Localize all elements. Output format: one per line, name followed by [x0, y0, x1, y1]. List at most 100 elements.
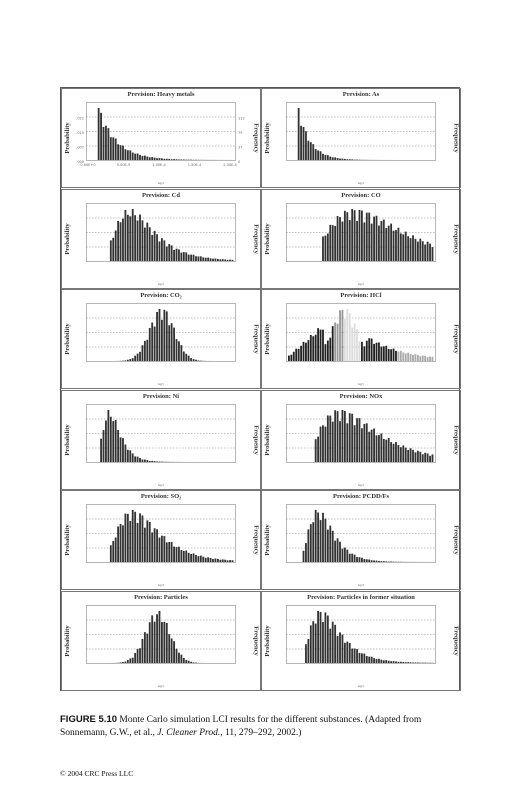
histogram-bar	[307, 140, 310, 160]
histogram-bar	[126, 150, 129, 160]
histogram-bar	[163, 158, 166, 160]
histogram-bar	[122, 437, 124, 462]
probability-axis-label: Probability	[64, 323, 72, 355]
histogram-bar	[375, 658, 378, 663]
histogram-bar	[161, 536, 163, 563]
histogram-bar	[292, 351, 295, 362]
histogram-bar	[426, 453, 429, 462]
histogram-bar	[324, 519, 327, 563]
histogram-bar	[424, 452, 427, 462]
histogram-bar	[324, 235, 327, 261]
histogram-bar	[336, 635, 339, 663]
histogram-bar	[131, 152, 134, 160]
histogram-bar	[187, 254, 190, 261]
histogram-bar	[117, 526, 120, 563]
histogram-bar	[409, 354, 412, 362]
histogram-bar	[151, 615, 154, 663]
histogram-bar	[365, 655, 368, 663]
histogram-bar	[229, 259, 231, 261]
histogram-bar	[348, 554, 351, 563]
x-tick-label: 5.00E-5	[117, 163, 131, 167]
histogram-bar	[148, 622, 151, 663]
histogram-bar	[409, 237, 412, 261]
frequency-tick-label: 37	[238, 146, 242, 150]
histogram-bar	[378, 225, 380, 261]
histogram-bar	[380, 561, 383, 563]
histogram-bar	[382, 346, 385, 362]
x-unit-label: kg/t	[158, 684, 164, 688]
histogram-bar	[168, 158, 171, 160]
histogram-bar	[329, 156, 332, 160]
histogram-bar	[136, 353, 139, 362]
histogram-bar	[221, 258, 224, 261]
histogram-bar	[187, 553, 190, 563]
histogram-bar	[122, 145, 124, 160]
histogram-bar	[141, 638, 144, 663]
histogram-panel: Prevision: Heavy metals Probability Freque…	[61, 88, 261, 188]
histogram-bar	[363, 423, 366, 462]
frequency-axis-label: Frequency	[451, 223, 459, 254]
histogram-bar	[361, 428, 363, 462]
histogram-bar	[124, 661, 127, 663]
histogram-bar	[102, 429, 105, 462]
histogram-bar	[407, 235, 410, 261]
histogram-bar	[399, 233, 402, 261]
histogram-bar	[221, 559, 224, 563]
histogram-bar	[378, 434, 380, 462]
panel-title: Prevision: Heavy metals	[127, 91, 195, 98]
histogram-bar	[109, 416, 112, 462]
histogram-bar	[426, 357, 429, 362]
histogram-bar	[214, 558, 217, 563]
histogram-bar	[416, 662, 419, 663]
histogram-bar	[395, 661, 397, 663]
histogram-bar	[185, 252, 188, 261]
histogram-bar	[421, 454, 424, 462]
histogram-bar	[229, 560, 231, 563]
histogram-bar	[421, 240, 424, 261]
histogram-bar	[363, 653, 366, 663]
histogram-bar	[343, 548, 346, 563]
histogram-bar	[409, 662, 412, 663]
histogram-bar	[402, 352, 405, 362]
histogram-bar	[309, 625, 312, 663]
histogram-bar	[219, 258, 222, 261]
histogram-bar	[399, 350, 402, 362]
histogram-bar	[390, 441, 393, 462]
histogram-bar	[178, 652, 180, 663]
histogram-bar	[153, 326, 156, 362]
histogram-bar	[209, 558, 212, 563]
histogram-panel: Prevision: Particles Probability Frequency…	[61, 591, 261, 691]
histogram-bar	[129, 359, 132, 362]
x-tick-label: 0.00E+0	[80, 163, 95, 167]
histogram-bar	[322, 621, 324, 663]
histogram-bar	[329, 224, 332, 261]
histogram-bar	[202, 257, 205, 261]
histogram-bar	[409, 448, 412, 462]
histogram-bar	[180, 654, 183, 663]
histogram-bar	[212, 559, 214, 563]
histogram-bar	[175, 159, 178, 160]
histogram-bar	[348, 642, 351, 663]
histogram-bar	[117, 144, 120, 160]
histogram-bar	[153, 528, 156, 563]
histogram-bar	[163, 309, 166, 362]
histogram-bar	[324, 612, 327, 663]
histogram-bar	[156, 529, 158, 563]
histogram-plot	[286, 605, 436, 664]
x-unit-label: kg/t	[158, 382, 164, 387]
histogram-bar	[343, 642, 346, 663]
histogram-bar	[209, 257, 212, 261]
histogram-bar	[202, 557, 205, 563]
histogram-bar	[175, 339, 178, 362]
x-unit-label: kg/t	[358, 281, 364, 286]
histogram-bar	[331, 326, 334, 362]
histogram-bar	[339, 216, 341, 261]
histogram-bar	[143, 459, 146, 462]
histogram-bar	[414, 452, 417, 462]
histogram-bar	[129, 658, 132, 663]
histogram-bar	[185, 550, 188, 563]
histogram-bar	[370, 429, 373, 462]
histogram-bar	[358, 341, 361, 362]
histogram-bar	[126, 214, 129, 261]
histogram-bar	[326, 615, 329, 663]
